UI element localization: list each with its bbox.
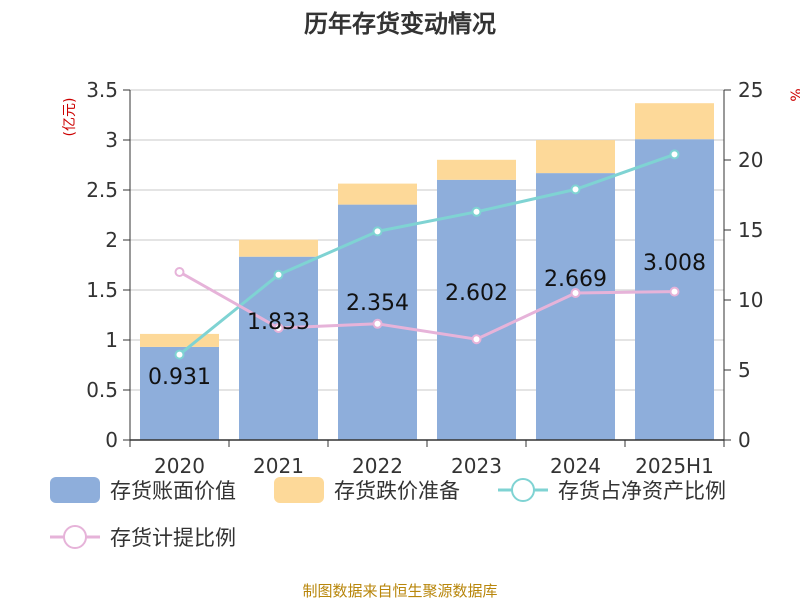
legend-item: 存货跌价准备 bbox=[274, 477, 460, 503]
legend-label: 存货占净资产比例 bbox=[558, 479, 726, 503]
point-net-asset-ratio bbox=[570, 184, 581, 195]
left-tick-label: 1.5 bbox=[86, 278, 118, 302]
point-net-asset-ratio bbox=[669, 149, 680, 160]
line-provision-ratio bbox=[178, 270, 675, 341]
point-net-asset-ratio bbox=[471, 206, 482, 217]
right-tick-label: 10 bbox=[738, 288, 763, 312]
left-tick-label: 3.5 bbox=[86, 78, 118, 102]
right-axis-unit: % bbox=[789, 88, 800, 101]
x-tick-label: 2024 bbox=[550, 454, 601, 478]
bar-data-label: 0.931 bbox=[148, 365, 211, 390]
legend-label: 存货跌价准备 bbox=[334, 479, 460, 503]
bar-impairment-reserve bbox=[338, 183, 417, 205]
legend-item: 存货占净资产比例 bbox=[498, 478, 726, 503]
lines-layer bbox=[174, 149, 680, 360]
right-tick-label: 0 bbox=[738, 428, 751, 452]
right-tick-label: 15 bbox=[738, 218, 763, 242]
legend-swatch bbox=[274, 477, 324, 503]
bar-data-label: 2.354 bbox=[346, 291, 409, 316]
bar-data-label: 3.008 bbox=[643, 251, 706, 276]
bar-impairment-reserve bbox=[140, 333, 219, 347]
right-tick-label: 25 bbox=[738, 78, 763, 102]
bar-book-value bbox=[239, 256, 318, 440]
point-provision-ratio bbox=[570, 288, 581, 298]
right-tick-label: 20 bbox=[738, 148, 763, 172]
axes-layer: 0 0.5 1 1.5 2 2.5 3 3.5 0 5 10 15 20 25 2020 2021 2022 20… bbox=[86, 78, 763, 478]
point-net-asset-ratio bbox=[273, 269, 284, 280]
grid-lines bbox=[130, 89, 724, 391]
left-tick-label: 2 bbox=[105, 228, 118, 252]
legend-swatch bbox=[50, 477, 100, 503]
left-tick-label: 3 bbox=[105, 128, 118, 152]
x-tick-label: 2025H1 bbox=[635, 454, 714, 478]
bar-impairment-reserve bbox=[437, 159, 516, 180]
point-provision-ratio bbox=[372, 318, 383, 329]
left-tick-label: 1 bbox=[105, 328, 118, 352]
legend-label: 存货账面价值 bbox=[110, 479, 236, 503]
point-provision-ratio bbox=[174, 267, 185, 277]
data-labels-layer: 0.931 1.833 2.354 2.602 2.669 3.008 bbox=[148, 251, 706, 390]
source-note: 制图数据来自恒生聚源数据库 bbox=[302, 582, 497, 600]
bars-layer bbox=[140, 103, 714, 441]
line-net-asset-ratio bbox=[178, 152, 675, 356]
x-tick-label: 2020 bbox=[154, 454, 205, 478]
x-tick-label: 2023 bbox=[451, 454, 502, 478]
bar-impairment-reserve bbox=[635, 103, 714, 140]
bar-data-label: 2.602 bbox=[445, 281, 508, 306]
point-provision-ratio bbox=[273, 323, 284, 333]
legend-label: 存货计提比例 bbox=[110, 526, 236, 550]
point-provision-ratio bbox=[669, 286, 680, 297]
left-tick-label: 0 bbox=[105, 428, 118, 452]
chart-title: 历年存货变动情况 bbox=[304, 10, 496, 38]
left-tick-label: 0.5 bbox=[86, 378, 118, 402]
left-axis-unit: (亿元) bbox=[62, 98, 78, 137]
bar-impairment-reserve bbox=[536, 140, 615, 174]
bar-data-label: 2.669 bbox=[544, 267, 607, 292]
x-tick-label: 2022 bbox=[352, 454, 403, 478]
legend-item: 存货计提比例 bbox=[50, 525, 236, 550]
legend-swatch-marker bbox=[63, 525, 87, 549]
bar-data-label: 1.833 bbox=[247, 310, 310, 335]
x-tick-label: 2021 bbox=[253, 454, 304, 478]
right-tick-label: 5 bbox=[738, 358, 751, 382]
legend-swatch-marker bbox=[511, 478, 535, 502]
point-net-asset-ratio bbox=[174, 349, 185, 360]
bar-impairment-reserve bbox=[239, 239, 318, 257]
point-provision-ratio bbox=[471, 334, 482, 345]
left-tick-label: 2.5 bbox=[86, 178, 118, 202]
point-net-asset-ratio bbox=[372, 226, 383, 237]
bar-book-value bbox=[140, 346, 219, 440]
legend-item: 存货账面价值 bbox=[50, 477, 236, 503]
bar-book-value bbox=[437, 179, 516, 441]
